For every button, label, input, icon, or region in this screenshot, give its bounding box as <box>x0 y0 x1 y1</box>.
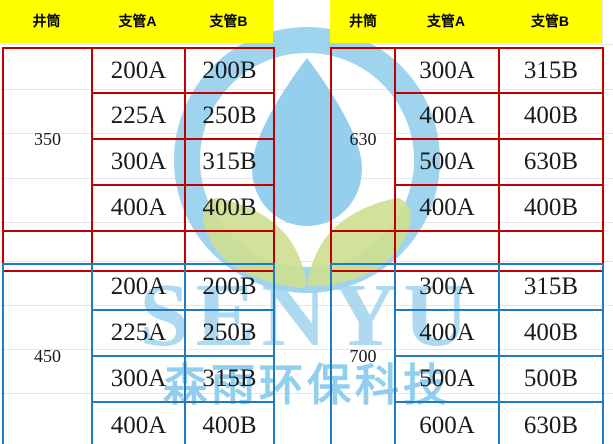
branch-a-cell: 400A <box>394 309 500 357</box>
table-shaft-700: 700 300A 315B 400A 400B 500A 500B 600A 6… <box>330 263 604 444</box>
table-shaft-450: 450 200A 200B 225A 250B 300A 315B 400A 4… <box>2 263 275 444</box>
branch-b-cell: 200B <box>184 263 275 311</box>
branch-a-cell: 200A <box>91 47 186 94</box>
branch-b-cell: 400B <box>184 401 275 444</box>
branch-b-cell: 250B <box>184 309 275 357</box>
table-row: 400A 400B <box>3 401 275 444</box>
branch-a-cell: 300A <box>394 263 500 311</box>
table-shaft-630: 630 300A 315B 400A 400B 500A 630B 400A 4… <box>330 47 604 272</box>
branch-b-cell: 315B <box>498 263 604 311</box>
table-row: 500A 500B <box>331 355 604 403</box>
table-row: 600A 630B <box>331 401 604 444</box>
table-row: 225A 250B <box>3 309 275 357</box>
branch-b-cell: 630B <box>498 138 604 186</box>
table-row: 700 300A 315B <box>330 263 604 444</box>
branch-b-cell: 400B <box>184 184 275 232</box>
branch-a-cell: 300A <box>91 355 186 403</box>
shaft-size-cell: 700 <box>330 263 396 444</box>
branch-a-cell: 500A <box>394 355 500 403</box>
table-row: 450 200A 200B <box>2 263 275 444</box>
branch-a-cell: 400A <box>394 92 500 140</box>
branch-b-cell: 400B <box>498 309 604 357</box>
branch-a-cell: 500A <box>394 138 500 186</box>
branch-a-cell: 300A <box>394 47 500 94</box>
branch-b-cell: 400B <box>498 184 604 232</box>
header-right-branch-a: 支管A <box>426 13 466 29</box>
branch-b-cell: 200B <box>184 47 275 94</box>
branch-b-cell: 500B <box>498 355 604 403</box>
branch-a-cell: 400A <box>91 401 186 444</box>
branch-a-cell: 200A <box>91 263 186 311</box>
branch-a-cell: 225A <box>91 309 186 357</box>
table-row: 630 300A 315B <box>330 47 604 232</box>
table-row: 400A 400B <box>331 92 604 140</box>
branch-a-cell: 300A <box>91 138 186 186</box>
branch-b-cell: 315B <box>498 47 604 94</box>
header-right-branch-b: 支管B <box>530 13 570 29</box>
branch-b-cell: 630B <box>498 401 604 444</box>
header-left-shaft: 井筒 <box>32 13 61 29</box>
branch-b-cell: 400B <box>498 92 604 140</box>
branch-a-cell: 400A <box>91 184 186 232</box>
header-right-shaft: 井筒 <box>349 13 377 29</box>
branch-a-cell: 600A <box>394 401 500 444</box>
shaft-size-cell: 450 <box>2 263 93 444</box>
table-shaft-350: 350 200A 200B 225A 250B 300A 315B 400A 4… <box>2 47 275 272</box>
branch-b-cell: 250B <box>184 92 275 140</box>
branch-b-cell: 315B <box>184 138 275 186</box>
branch-a-cell: 400A <box>394 184 500 232</box>
table-row: 300A 315B <box>3 355 275 403</box>
branch-b-cell: 315B <box>184 355 275 403</box>
table-row: 350 200A 200B <box>2 47 275 232</box>
shaft-size-cell: 630 <box>330 47 396 232</box>
shaft-size-cell: 350 <box>2 47 93 232</box>
header-left-branch-b: 支管B <box>209 13 248 29</box>
branch-a-cell: 225A <box>91 92 186 140</box>
header-left-branch-a: 支管A <box>118 13 157 29</box>
